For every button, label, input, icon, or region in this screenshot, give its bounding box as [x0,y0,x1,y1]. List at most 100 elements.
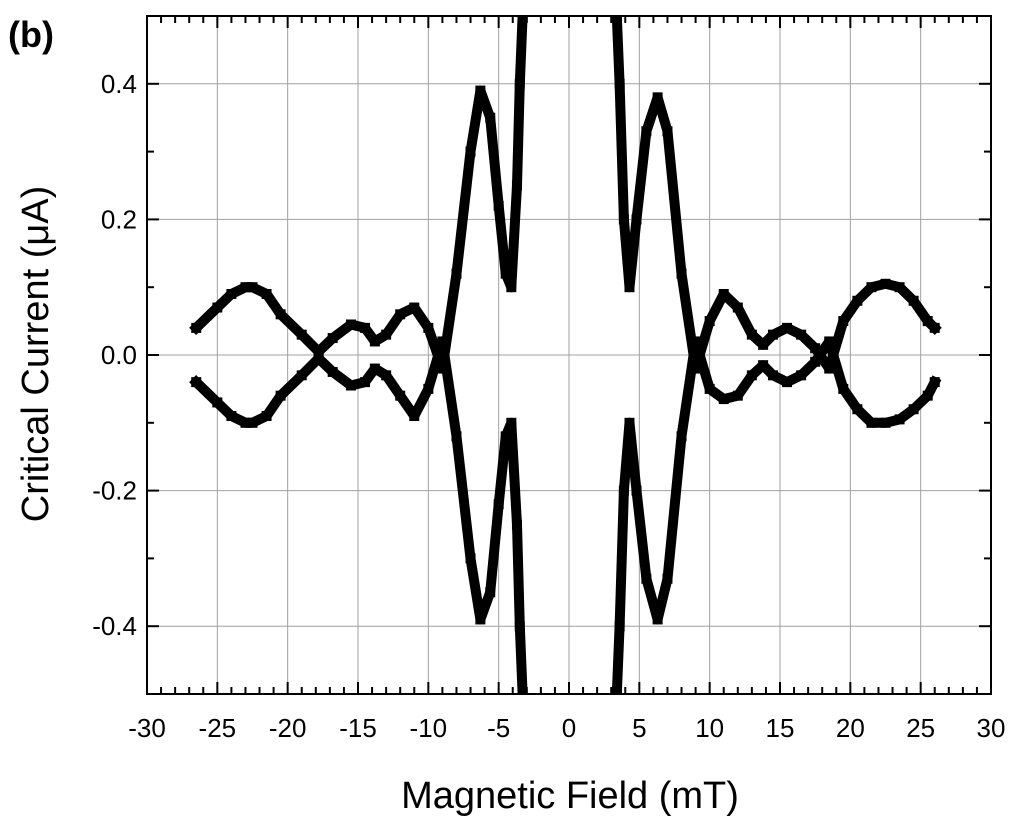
data-point [652,614,663,625]
data-point [718,288,729,299]
x-tick-labels: -30 -25 -20 -15 -10 -5 0 5 10 15 20 25 30 [128,713,1005,743]
data-point [409,302,420,313]
data-point [690,336,701,347]
data-point [894,282,905,293]
x-tick-label: 25 [906,713,935,743]
data-point [517,689,528,694]
data-point [275,309,286,320]
series-line [189,336,528,694]
data-point [212,302,223,313]
data-point [631,214,642,225]
data-point [511,180,522,191]
data-point [465,553,476,564]
data-point [838,316,849,327]
data-point [493,200,504,211]
x-axis-title: Magnetic Field (mT) [401,775,739,817]
data-point [369,336,380,347]
series-3 [611,16,942,374]
series-line [611,336,942,694]
data-point [758,339,769,350]
data-point [796,370,807,381]
data-point [732,302,743,313]
grid-lines [146,16,992,694]
data-point [506,417,517,428]
data-point [880,417,891,428]
x-tick-label: 5 [632,713,646,743]
data-point [866,417,877,428]
data-point [226,411,237,422]
data-point [475,614,486,625]
data-point [395,390,406,401]
data-point [345,380,356,391]
data-point [922,390,933,401]
x-tick-label: -5 [487,713,510,743]
data-point [465,146,476,157]
x-tick-label: -25 [199,713,237,743]
y-tick-labels: -0.4 -0.2 0.0 0.2 0.4 [92,69,137,641]
data-point [296,370,307,381]
y-tick-label: -0.4 [92,611,137,641]
data-point [767,329,778,340]
data-point [423,383,434,394]
data-point [500,268,511,279]
y-tick-label: 0.4 [101,69,137,99]
data-point [704,316,715,327]
data-point [226,288,237,299]
series-4 [611,336,942,694]
data-point [732,390,743,401]
data-point [624,417,635,428]
data-point [631,485,642,496]
data-point [212,397,223,408]
data-point [908,295,919,306]
data-point [369,363,380,374]
data-point [247,417,258,428]
data-point [261,411,272,422]
data-point [511,519,522,530]
data-point [275,390,286,401]
data-point [381,370,392,381]
series-2 [189,336,528,694]
data-point [929,377,940,388]
data-point [240,417,251,428]
data-point [191,377,202,388]
data-point [618,485,629,496]
y-tick-label: 0.2 [101,204,137,234]
data-point [796,329,807,340]
axis-ticks [146,15,992,695]
data-point [676,431,687,442]
data-point [852,404,863,415]
data-point [611,689,622,694]
data-point [718,394,729,405]
data-point [261,288,272,299]
data-point [641,573,652,584]
x-tick-label: 15 [766,713,795,743]
data-point [662,126,673,137]
data-point [360,377,371,388]
data-point [313,346,324,357]
data-point [437,336,448,347]
data-point [345,319,356,330]
data-point [381,329,392,340]
data-point [908,404,919,415]
data-point [652,92,663,103]
data-point [296,329,307,340]
x-tick-label: 0 [562,713,576,743]
data-point [810,343,821,354]
data-point [894,414,905,425]
data-point [704,383,715,394]
y-axis-title: Critical Current (μA) [15,186,57,523]
data-point [824,363,835,374]
panel-label: (b) [8,14,54,55]
data-point [451,431,462,442]
x-tick-label: -10 [410,713,448,743]
x-tick-label: 30 [977,713,1006,743]
data-series [189,16,942,694]
data-point [824,336,835,347]
y-tick-label: 0.0 [101,340,137,370]
data-point [810,356,821,367]
data-point [746,329,757,340]
data-point [493,499,504,510]
data-point [880,278,891,289]
data-point [327,333,338,344]
